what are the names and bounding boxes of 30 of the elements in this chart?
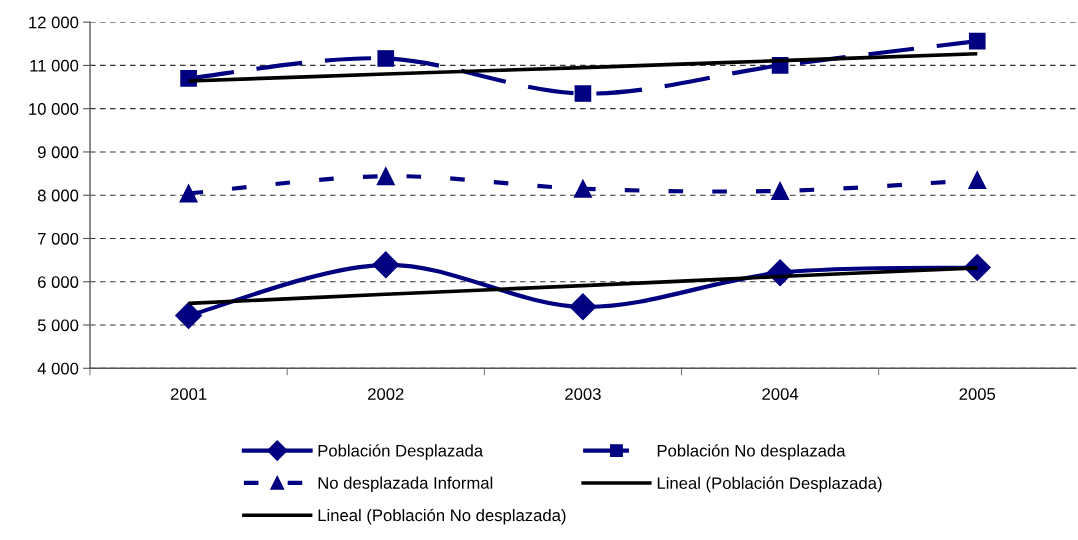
y-tick-label: 11 000 (30, 59, 79, 72)
y-tick-label: 5 000 (37, 319, 79, 332)
x-tick-label: 2002 (368, 388, 404, 400)
point (968, 32, 986, 50)
x-tick-label: 2001 (170, 388, 207, 400)
legend-label: Población Desplazada (318, 444, 484, 460)
point (179, 184, 198, 203)
point (771, 181, 790, 200)
point (574, 85, 592, 102)
point (569, 293, 597, 321)
point (968, 171, 987, 190)
y-tick-label: 4 000 (37, 362, 79, 375)
y-tick-label: 7 000 (38, 232, 79, 245)
legend-label: Lineal (Población No desplazada) (318, 508, 566, 525)
x-tick-label: 2004 (762, 388, 799, 400)
y-tick-label: 12 000 (29, 16, 79, 29)
y-tick-label: 6 000 (38, 276, 79, 288)
point (175, 302, 203, 329)
legend-label: Lineal (Población Desplazada) (657, 476, 882, 493)
y-tick-label: 10 000 (29, 103, 79, 115)
point (376, 167, 395, 186)
y-tick-label: 8 000 (37, 189, 79, 202)
point (573, 179, 592, 198)
point (377, 50, 395, 67)
x-tick-label: 2003 (565, 388, 601, 400)
legend-label: Población No desplazada (657, 444, 846, 460)
point (372, 251, 400, 279)
x-tick-label: 2005 (959, 388, 996, 400)
y-tick-label: 9 000 (37, 146, 79, 159)
legend-label: No desplazada Informal (318, 476, 493, 493)
